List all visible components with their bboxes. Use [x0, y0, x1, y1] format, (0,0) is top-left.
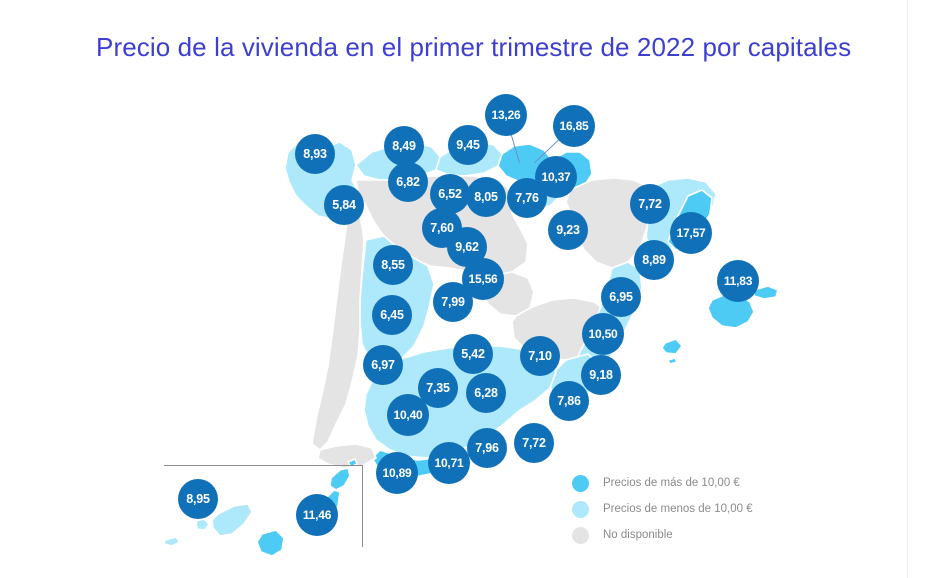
- value-bubble[interactable]: 9,45: [448, 125, 488, 165]
- value-bubble[interactable]: 6,28: [466, 373, 506, 413]
- value-bubble[interactable]: 9,62: [447, 227, 487, 267]
- legend-swatch-below: [572, 500, 589, 518]
- value-bubble[interactable]: 5,42: [453, 334, 493, 374]
- value-bubble[interactable]: 7,72: [514, 423, 554, 463]
- value-bubble[interactable]: 6,45: [372, 295, 412, 335]
- page-right-divider: [907, 0, 908, 578]
- value-bubble[interactable]: 9,23: [548, 210, 588, 250]
- value-bubble[interactable]: 8,05: [466, 177, 506, 217]
- value-bubble[interactable]: 7,10: [520, 336, 560, 376]
- legend-label-below: Precios de menos de 10,00 €: [603, 503, 753, 515]
- legend-label-na: No disponible: [603, 529, 673, 541]
- island-la-gomera: [195, 518, 210, 531]
- value-bubble[interactable]: 8,95: [178, 479, 218, 519]
- legend-item-above: Precios de más de 10,00 €: [572, 470, 802, 496]
- value-bubble[interactable]: 10,50: [582, 313, 624, 355]
- region-portugal-south: [317, 443, 377, 469]
- value-bubble[interactable]: 7,99: [433, 282, 473, 322]
- value-bubble[interactable]: 17,57: [670, 212, 712, 254]
- value-bubble[interactable]: 7,76: [507, 178, 547, 218]
- island-gran-canaria: [256, 529, 285, 557]
- value-bubble[interactable]: 8,55: [373, 245, 413, 285]
- value-bubble[interactable]: 11,83: [717, 260, 759, 302]
- value-bubble[interactable]: 7,86: [549, 381, 589, 421]
- value-bubble[interactable]: 6,82: [388, 162, 428, 202]
- legend-item-na: No disponible: [572, 522, 802, 548]
- island-formentera: [667, 357, 678, 365]
- island-ibiza: [661, 338, 683, 355]
- legend-label-above: Precios de más de 10,00 €: [603, 477, 740, 489]
- value-bubble[interactable]: 9,18: [581, 355, 621, 395]
- map-legend: Precios de más de 10,00 € Precios de men…: [572, 470, 802, 548]
- value-bubble[interactable]: 6,95: [601, 277, 641, 317]
- region-portugal: [311, 213, 365, 451]
- value-bubble[interactable]: 5,84: [324, 185, 364, 225]
- value-bubble[interactable]: 10,89: [376, 452, 418, 494]
- island-tenerife: [211, 503, 253, 537]
- island-lanzarote: [329, 467, 351, 491]
- value-bubble[interactable]: 8,89: [634, 240, 674, 280]
- value-bubble[interactable]: 8,93: [295, 134, 335, 174]
- value-bubble[interactable]: 16,85: [553, 105, 595, 147]
- legend-item-below: Precios de menos de 10,00 €: [572, 496, 802, 522]
- page-title: Precio de la vivienda en el primer trime…: [96, 32, 852, 62]
- value-bubble[interactable]: 7,96: [467, 428, 507, 468]
- value-bubble[interactable]: 10,40: [387, 394, 429, 436]
- value-bubble[interactable]: 11,46: [296, 494, 338, 536]
- value-bubble[interactable]: 10,71: [428, 442, 470, 484]
- value-bubble[interactable]: 6,52: [430, 174, 470, 214]
- value-bubble[interactable]: 7,72: [630, 184, 670, 224]
- value-bubble[interactable]: 8,49: [384, 126, 424, 166]
- value-bubble[interactable]: 6,97: [363, 345, 403, 385]
- island-menorca: [753, 285, 779, 300]
- island-el-hierro: [163, 536, 181, 547]
- value-bubble[interactable]: 13,26: [485, 94, 527, 136]
- legend-swatch-na: [572, 526, 589, 544]
- legend-swatch-above: [572, 474, 589, 492]
